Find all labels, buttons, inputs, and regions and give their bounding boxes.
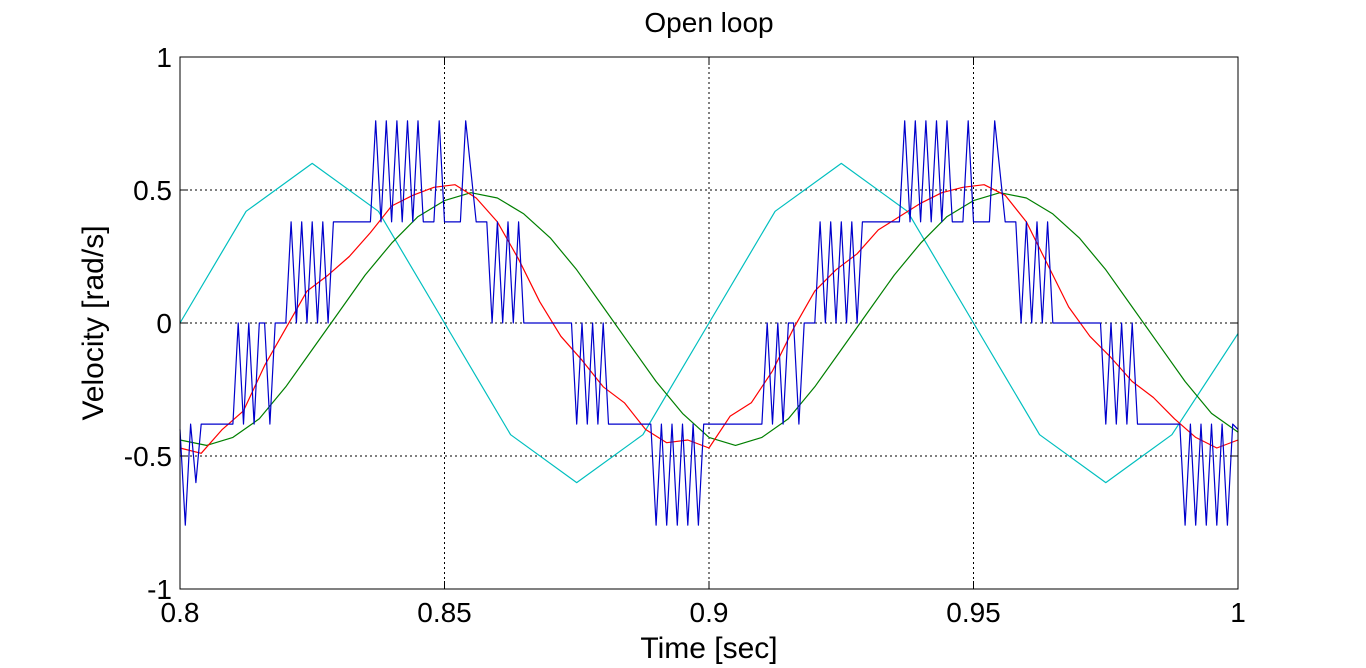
- y-axis-title: Velocity [rad/s]: [77, 225, 110, 420]
- series-line-4: [179, 120, 1239, 526]
- x-tick-label: 0.9: [690, 597, 729, 628]
- series-line-1: [179, 162, 1239, 484]
- x-tick-label: 0.8: [161, 597, 200, 628]
- x-tick-label: 0.85: [417, 597, 472, 628]
- x-tick-label: 1: [1230, 597, 1246, 628]
- y-tick-label: 1: [156, 42, 172, 73]
- y-tick-label: 0.5: [133, 175, 172, 206]
- series-line-2: [179, 192, 1239, 446]
- series-lines: [179, 120, 1239, 526]
- y-tick-label: 0: [156, 308, 172, 339]
- series-line-3: [179, 184, 1239, 454]
- y-tick-label: -1: [147, 574, 172, 605]
- axis-ticks: 0.8 0.85 0.9 0.95 1 -1 -0.5 0 0.5 1: [124, 42, 1246, 628]
- x-axis-title: Time [sec]: [640, 632, 777, 665]
- x-tick-label: 0.95: [946, 597, 1001, 628]
- chart-title: Open loop: [644, 7, 773, 38]
- y-tick-label: -0.5: [124, 441, 172, 472]
